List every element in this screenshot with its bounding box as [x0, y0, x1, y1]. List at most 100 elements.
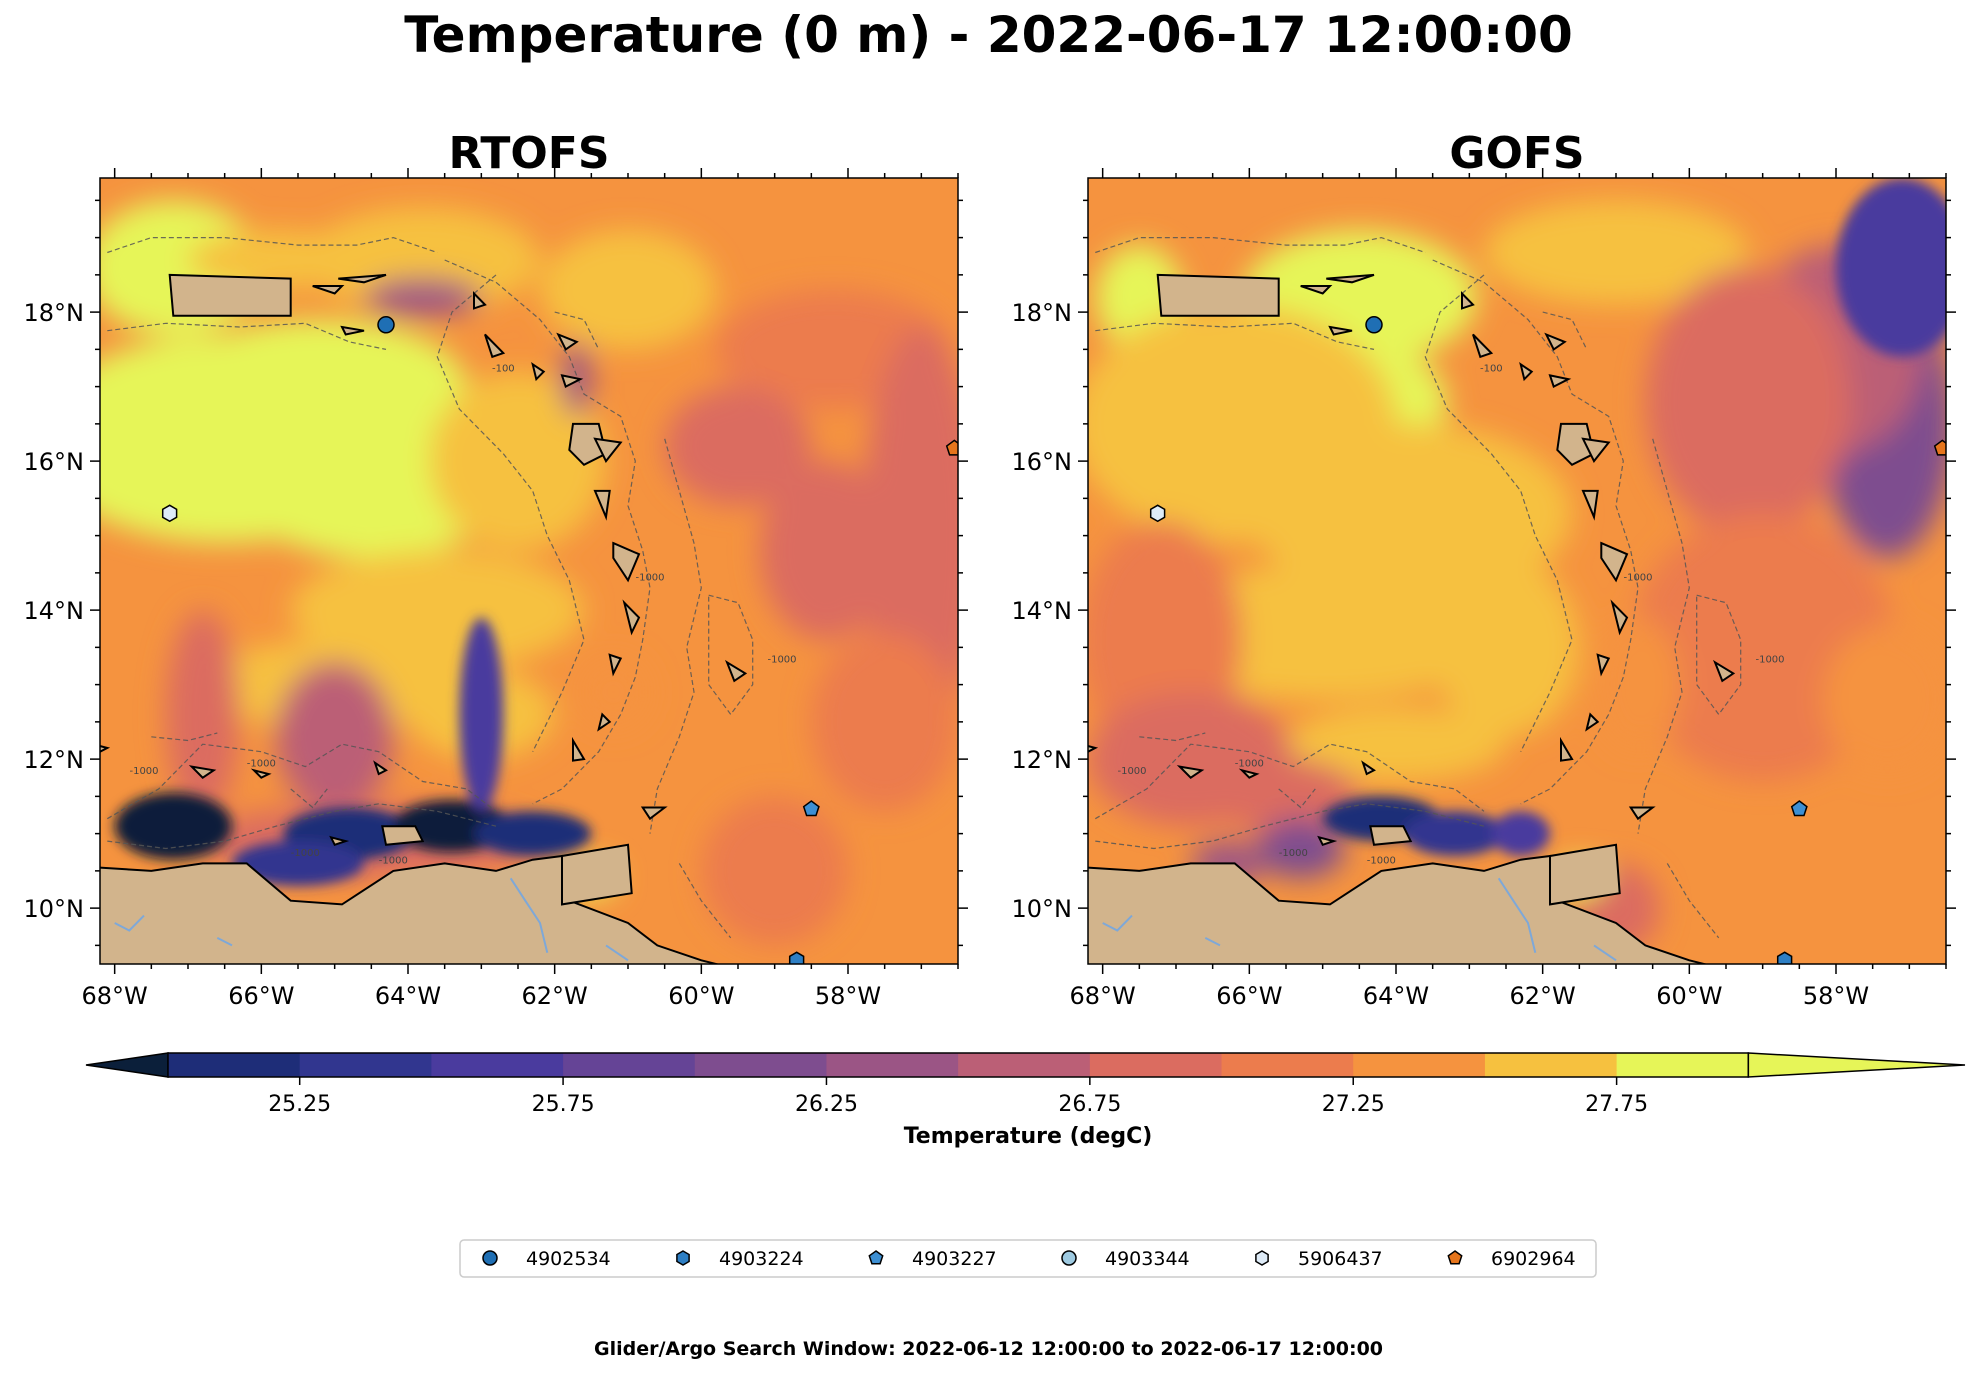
island [1548, 374, 1572, 389]
float-marker-4903227 [802, 800, 820, 817]
legend-frame [459, 1239, 1597, 1278]
geography: -1000 -1000 -1000 -1000 -100 -1000 -1000 [100, 236, 797, 964]
land-puerto-rico [1156, 273, 1280, 317]
island [1628, 806, 1656, 821]
island [593, 489, 611, 521]
island [381, 825, 425, 846]
island [556, 332, 579, 351]
island [1712, 659, 1736, 683]
field-patch [430, 371, 606, 551]
island [1596, 653, 1611, 677]
bathymetry-contour [436, 274, 585, 752]
field-patch [474, 811, 592, 856]
bathymetry-contour [1139, 732, 1206, 742]
land-puerto-rico [168, 273, 292, 317]
island [640, 806, 668, 821]
float-legend: 4902534 4903224 4903227 4903344 5906437 69029… [459, 1239, 1597, 1278]
float-marker-4903224 [1776, 951, 1793, 964]
float-marker-4903227 [1790, 800, 1808, 817]
island [1461, 291, 1475, 310]
island [1560, 736, 1574, 762]
bathymetry-contour [290, 788, 328, 809]
colorbar-tick-label: 25.75 [532, 1092, 595, 1117]
axis-ticks [90, 168, 968, 974]
river [509, 877, 549, 954]
bathymetry-contour [1432, 259, 1639, 805]
colorbar-segment [563, 1053, 696, 1077]
island [1326, 273, 1375, 284]
island [724, 659, 748, 683]
map-panel-rtofs: -1000 -1000 -1000 -1000 -100 -1000 -1000 RTOFS 6… [24, 128, 968, 1010]
land-trinidad [561, 843, 633, 906]
legend-marker-6902964 [1447, 1250, 1463, 1265]
island [1317, 835, 1338, 847]
island [1328, 325, 1353, 336]
legend-label: 4903227 [912, 1248, 997, 1270]
island [1519, 362, 1534, 382]
float-markers [1149, 316, 1946, 964]
field-patch [166, 610, 240, 819]
x-tick-label: 58°W [815, 982, 881, 1010]
bathymetry-contour [151, 732, 218, 742]
colorbar-tick-label: 25.25 [268, 1092, 331, 1117]
field-patch [173, 319, 467, 454]
colorbar-segment [168, 1053, 301, 1077]
map-frame [99, 177, 959, 965]
x-tick-label: 64°W [375, 982, 441, 1010]
x-tick-label: 66°W [228, 982, 294, 1010]
island [1581, 489, 1599, 521]
field-patch [811, 632, 958, 812]
field-patch [1249, 423, 1572, 603]
field-patch [305, 207, 540, 313]
colorbar-segment [1089, 1053, 1223, 1077]
field-patch [576, 654, 650, 730]
colorbar-segment [1484, 1053, 1618, 1077]
island [1238, 768, 1260, 779]
bathymetry-contour [1095, 322, 1375, 350]
colorbar-segment [694, 1053, 827, 1077]
bathymetry-label: -1000 [767, 654, 796, 665]
field-patch [276, 662, 394, 812]
bathymetry-label: -1000 [129, 766, 158, 777]
y-tick-label: 14°N [1012, 597, 1073, 625]
x-tick-label: 58°W [1803, 982, 1869, 1010]
colorbar-segment [1221, 1053, 1354, 1077]
legend-marker-4903227 [868, 1250, 884, 1265]
field-patch [1821, 625, 1946, 774]
river [1593, 944, 1617, 962]
bathymetry-label: -100 [492, 364, 515, 375]
panel-title: RTOFS [448, 128, 609, 179]
bathymetry-label: -1000 [247, 759, 276, 770]
field-patch [1836, 178, 1946, 357]
legend-marker-4903224 [676, 1250, 690, 1266]
float-marker-4902534 [377, 316, 395, 334]
island [608, 653, 623, 677]
colorbar-segment [958, 1053, 1091, 1077]
island [484, 333, 506, 359]
colorbar-segment [431, 1053, 564, 1077]
y-tick-label: 16°N [1012, 448, 1073, 476]
colorbar-segment [1616, 1053, 1749, 1077]
colorbar-tick-label: 27.75 [1585, 1092, 1648, 1117]
bathymetry-contour [107, 236, 438, 254]
y-tick-label: 14°N [24, 597, 85, 625]
field-patch [1286, 706, 1506, 782]
field-patch [1403, 811, 1506, 856]
field-patch [290, 550, 584, 670]
island [1610, 599, 1629, 636]
island [373, 760, 388, 776]
island [622, 599, 641, 636]
island [1088, 745, 1099, 753]
bathymetry-label: -1000 [1755, 654, 1784, 665]
river [114, 914, 145, 932]
field-patch [701, 796, 849, 946]
colorbar: 25.25 25.75 26.25 26.75 27.25 27.75 Temperatur… [85, 1052, 1966, 1149]
island [572, 736, 586, 762]
x-tick-label: 64°W [1363, 982, 1429, 1010]
bathymetry-contour [649, 438, 702, 834]
field-patch [114, 792, 232, 860]
island [188, 765, 217, 779]
x-tick-label: 62°W [1510, 982, 1576, 1010]
float-markers [161, 316, 958, 964]
colorbar-tick-label: 26.25 [795, 1092, 858, 1117]
